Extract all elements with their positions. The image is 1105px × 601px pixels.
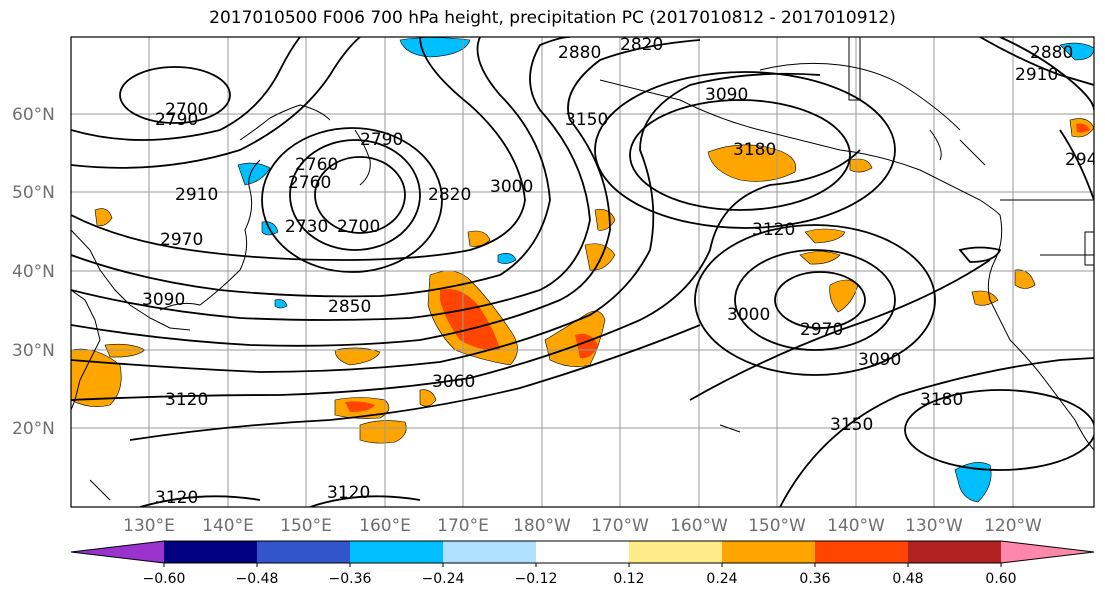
contour-label: 2880 xyxy=(1030,43,1073,63)
map-area xyxy=(71,37,1094,507)
graticule xyxy=(71,37,1094,507)
contour-label: 2760 xyxy=(288,173,331,193)
colorbar-tick-label: −0.60 xyxy=(143,571,186,587)
lon-label: 170°W xyxy=(591,516,649,536)
contour-label: 3180 xyxy=(733,140,776,160)
map-frame xyxy=(70,36,1095,508)
contour-label: 2880 xyxy=(558,43,601,63)
lon-label: 140°W xyxy=(827,516,885,536)
contour-label: 3150 xyxy=(830,415,873,435)
lon-label: 170°E xyxy=(437,516,489,536)
colorbar-swatch xyxy=(1001,541,1094,563)
contour-label: 2730 xyxy=(285,217,328,237)
contour-label: 2850 xyxy=(328,297,371,317)
contour-label: 2700 xyxy=(337,217,380,237)
colorbar xyxy=(70,540,1095,564)
colorbar-swatch xyxy=(257,541,351,563)
contour-label: 3120 xyxy=(327,483,370,503)
contour-label: 3120 xyxy=(752,220,795,240)
colorbar-swatch xyxy=(71,541,164,563)
contour-label: 3150 xyxy=(565,110,608,130)
colorbar-swatch xyxy=(350,541,444,563)
lon-label: 130°E xyxy=(123,516,175,536)
contour-label: 2940 xyxy=(1065,150,1105,170)
colorbar-swatch xyxy=(164,541,258,563)
colorbar-tick-label: 0.48 xyxy=(892,571,923,587)
contour-label: 3090 xyxy=(705,85,748,105)
lon-label: 150°W xyxy=(748,516,806,536)
longitude-labels: 130°E 140°E 150°E 160°E 170°E 180°W 170°… xyxy=(123,516,1042,536)
colorbar-tick-label: 0.36 xyxy=(799,571,830,587)
coastlines xyxy=(71,37,1094,501)
contour-label: 2970 xyxy=(160,230,203,250)
colorbar-swatch xyxy=(908,541,1002,563)
colorbar-tick-label: 0.60 xyxy=(985,571,1016,587)
colorbar-swatch xyxy=(536,541,630,563)
contour-label: 3060 xyxy=(432,372,475,392)
lat-label: 20°N xyxy=(12,419,55,439)
height-contours xyxy=(71,37,1094,507)
contour-label: 3000 xyxy=(727,305,770,325)
colorbar-tick-label: −0.12 xyxy=(515,571,558,587)
contour-labels: 2880 2820 2700 2790 2760 2730 2700 2790 … xyxy=(142,35,1105,508)
colorbar-swatch xyxy=(629,541,723,563)
contour-label: 3180 xyxy=(920,390,963,410)
colorbar-tick-label: 0.24 xyxy=(706,571,737,587)
colorbar-swatch xyxy=(443,541,537,563)
contour-label: 2970 xyxy=(800,320,843,340)
contour-label: 2760 xyxy=(295,155,338,175)
lon-label: 180°W xyxy=(513,516,571,536)
contour-label: 3120 xyxy=(155,488,198,508)
contour-label: 2910 xyxy=(175,185,218,205)
colorbar-tick-label: 0.12 xyxy=(613,571,644,587)
lon-label: 160°W xyxy=(670,516,728,536)
lat-label: 50°N xyxy=(12,183,55,203)
contour-label: 2700 xyxy=(165,100,208,120)
lon-label: 140°E xyxy=(202,516,254,536)
contour-label: 3000 xyxy=(490,177,533,197)
colorbar-ticks: −0.60 −0.48 −0.36 −0.24 −0.12 0.12 0.24 0.36 0.4… xyxy=(143,563,1017,587)
lon-label: 130°W xyxy=(905,516,963,536)
colorbar-swatch xyxy=(815,541,909,563)
colorbar-tick-label: −0.48 xyxy=(236,571,279,587)
latitude-labels: 60°N 50°N 40°N 30°N 20°N xyxy=(12,105,55,439)
contour-label: 2820 xyxy=(620,35,663,55)
contour-label: 3090 xyxy=(858,350,901,370)
map-title: 2017010500 F006 700 hPa height, precipit… xyxy=(209,8,896,28)
contour-label: 2910 xyxy=(1015,65,1058,85)
contour-label: 2790 xyxy=(360,130,403,150)
contour-label: 3120 xyxy=(165,390,208,410)
colorbar-tick-label: −0.24 xyxy=(422,571,465,587)
lat-label: 60°N xyxy=(12,105,55,125)
lon-label: 120°W xyxy=(984,516,1042,536)
precip-negative-anomalies xyxy=(237,37,1094,503)
contour-label: 2820 xyxy=(428,185,471,205)
colorbar-tick-label: −0.36 xyxy=(329,571,372,587)
contour-label: 3090 xyxy=(142,290,185,310)
lat-label: 30°N xyxy=(12,341,55,361)
lat-label: 40°N xyxy=(12,262,55,282)
contour-label: 2790 xyxy=(155,110,198,130)
lon-label: 150°E xyxy=(280,516,332,536)
lon-label: 160°E xyxy=(359,516,411,536)
colorbar-swatch xyxy=(722,541,816,563)
